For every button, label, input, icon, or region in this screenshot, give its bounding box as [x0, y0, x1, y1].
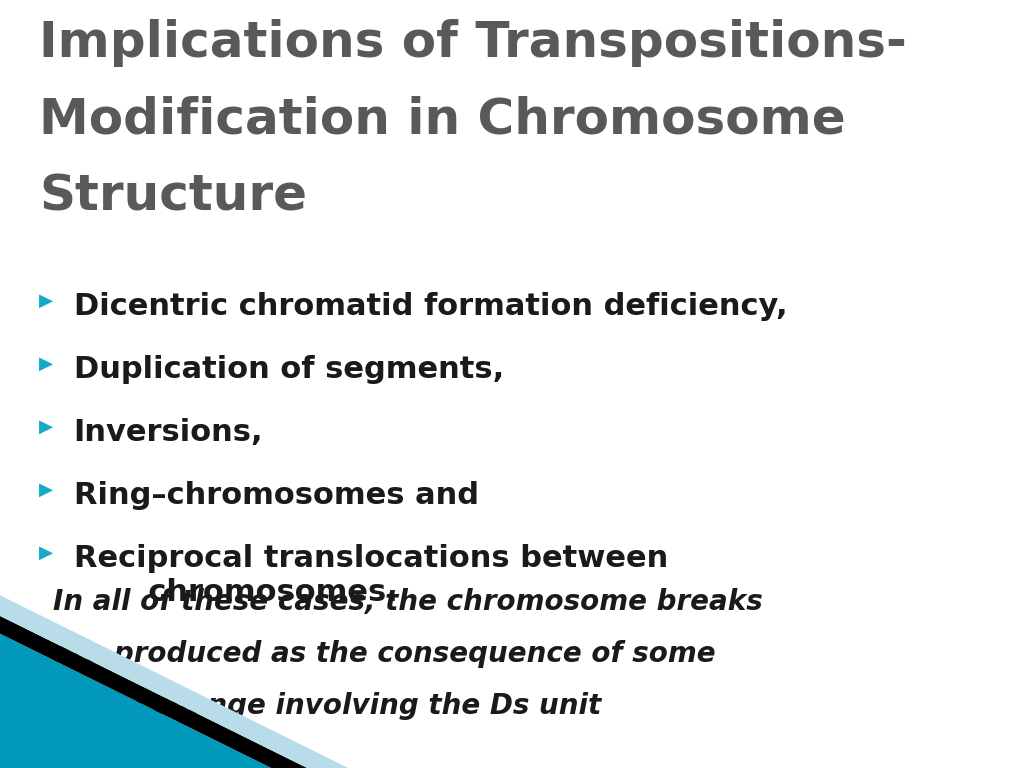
- Text: ▶: ▶: [39, 355, 53, 372]
- Polygon shape: [0, 616, 307, 768]
- Text: ▶: ▶: [39, 544, 53, 561]
- Text: In all of these cases, the chromosome breaks: In all of these cases, the chromosome br…: [53, 588, 763, 615]
- Text: Reciprocal translocations between
       chromosomes.: Reciprocal translocations between chromo…: [74, 544, 668, 607]
- Text: Structure: Structure: [39, 173, 307, 221]
- Text: initial change involving the Ds unit: initial change involving the Ds unit: [53, 692, 601, 720]
- Text: ▶: ▶: [39, 481, 53, 498]
- Text: Dicentric chromatid formation deficiency,: Dicentric chromatid formation deficiency…: [74, 292, 787, 321]
- Polygon shape: [0, 634, 271, 768]
- Text: Duplication of segments,: Duplication of segments,: [74, 355, 504, 384]
- Text: are produced as the consequence of some: are produced as the consequence of some: [53, 640, 716, 667]
- Text: Modification in Chromosome: Modification in Chromosome: [39, 96, 846, 144]
- Text: Implications of Transpositions-: Implications of Transpositions-: [39, 19, 907, 68]
- Polygon shape: [0, 595, 348, 768]
- Text: Inversions,: Inversions,: [74, 418, 263, 447]
- Text: Ring–chromosomes and: Ring–chromosomes and: [74, 481, 479, 510]
- Text: ▶: ▶: [39, 292, 53, 310]
- Text: ▶: ▶: [39, 418, 53, 435]
